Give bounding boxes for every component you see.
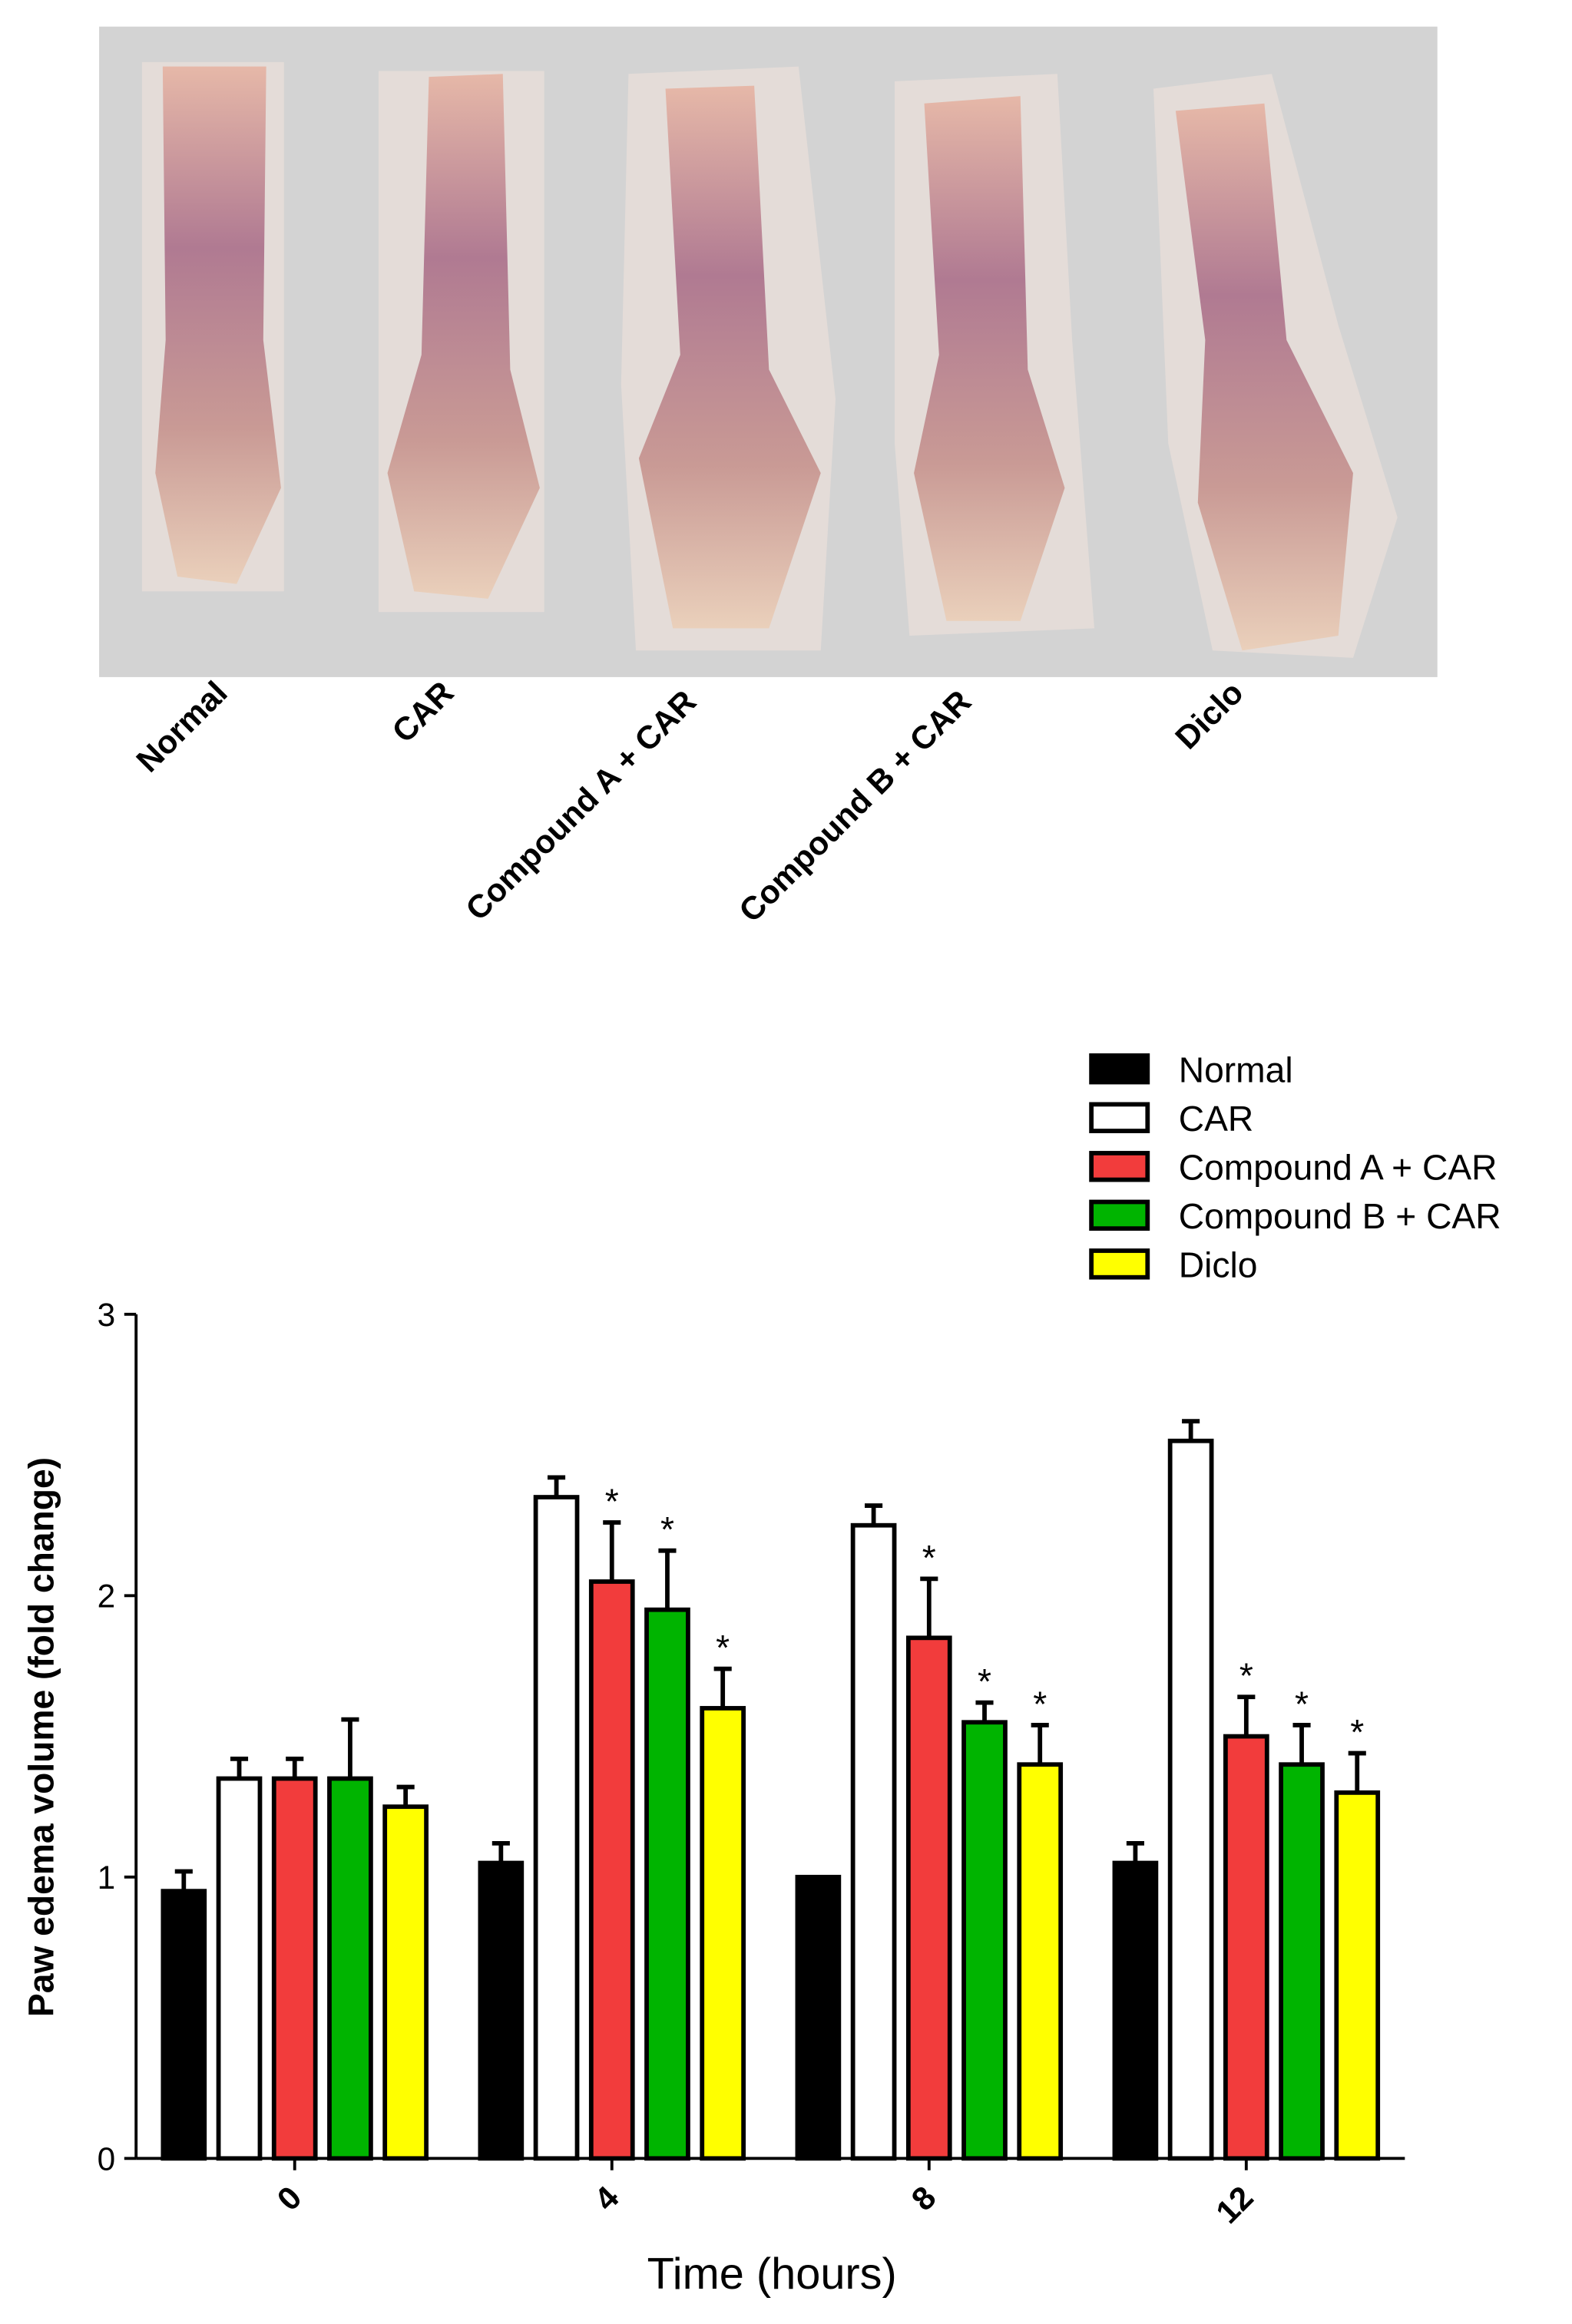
- bar: [1223, 1734, 1269, 2161]
- photo-label: Normal: [129, 674, 233, 779]
- y-tick-label: 3: [98, 1297, 116, 1333]
- x-tick-label: 12: [1209, 2179, 1260, 2230]
- photo-panel: [99, 26, 1438, 677]
- bar: [1167, 1438, 1214, 2161]
- bar: [271, 1776, 318, 2161]
- error-bar: [341, 1717, 359, 1779]
- y-tick-label: 2: [98, 1579, 116, 1615]
- significance-mark: *: [716, 1628, 730, 1668]
- y-tick-label: 0: [98, 2141, 116, 2177]
- legend-label: CAR: [1179, 1099, 1254, 1139]
- legend-swatch: [1089, 1151, 1150, 1182]
- photo-label: CAR: [385, 674, 460, 749]
- bar: [478, 1860, 525, 2161]
- bar: [588, 1579, 635, 2161]
- bar: [644, 1607, 690, 2161]
- error-bar: [1031, 1723, 1049, 1765]
- error-bar: [230, 1757, 249, 1779]
- legend-label: Normal: [1179, 1050, 1293, 1090]
- x-tick-label: 0: [270, 2179, 309, 2217]
- bar: [1279, 1762, 1325, 2161]
- y-tick-label: 1: [98, 1860, 116, 1896]
- significance-mark: *: [1033, 1684, 1047, 1724]
- error-bar: [603, 1520, 621, 1582]
- error-bar: [713, 1666, 732, 1708]
- significance-mark: *: [660, 1509, 674, 1549]
- bar: [795, 1874, 842, 2161]
- error-bar: [174, 1869, 193, 1892]
- error-bar: [548, 1475, 566, 1498]
- bar: [700, 1706, 746, 2161]
- bar: [327, 1776, 373, 2161]
- bar: [1334, 1790, 1381, 2161]
- error-bar: [1182, 1419, 1200, 1441]
- bar: [382, 1804, 429, 2161]
- photo-label: Compound B + CAR: [732, 683, 978, 929]
- error-bar: [491, 1840, 510, 1863]
- bar: [850, 1522, 897, 2161]
- bar: [905, 1635, 952, 2161]
- bar: [961, 1720, 1008, 2161]
- significance-mark: *: [1295, 1684, 1309, 1724]
- legend-swatch: [1089, 1053, 1150, 1085]
- paw: [638, 85, 821, 629]
- paw: [914, 96, 1065, 621]
- bar: [533, 1495, 580, 2161]
- bar: [216, 1776, 263, 2161]
- legend-swatch: [1089, 1199, 1150, 1231]
- x-tick-label: 4: [587, 2179, 626, 2217]
- paw: [155, 66, 281, 584]
- significance-mark: *: [1350, 1712, 1364, 1752]
- x-axis-label: Time (hours): [647, 2250, 897, 2299]
- y-axis-label: Paw edema volume (fold change): [21, 1457, 61, 2017]
- error-bar: [396, 1784, 415, 1807]
- x-tick-label: 8: [905, 2179, 943, 2217]
- significance-mark: *: [1239, 1656, 1253, 1696]
- error-bar: [1237, 1694, 1256, 1737]
- legend-swatch: [1089, 1248, 1150, 1280]
- photo-label: Diclo: [1168, 674, 1249, 755]
- error-bar: [658, 1548, 677, 1610]
- bar: [1017, 1762, 1064, 2161]
- bar: [1112, 1860, 1159, 2161]
- error-bar: [286, 1757, 304, 1779]
- legend-swatch: [1089, 1102, 1150, 1133]
- legend-label: Compound A + CAR: [1179, 1148, 1498, 1188]
- significance-mark: *: [605, 1481, 619, 1521]
- error-bar: [1126, 1840, 1144, 1863]
- paw: [1175, 103, 1353, 651]
- error-bar: [865, 1503, 883, 1526]
- significance-mark: *: [978, 1661, 991, 1701]
- error-bar: [920, 1576, 938, 1638]
- bar: [161, 1889, 207, 2161]
- paw: [387, 74, 540, 599]
- error-bar: [975, 1700, 994, 1723]
- photo-label: Compound A + CAR: [458, 683, 703, 927]
- significance-mark: *: [922, 1538, 936, 1578]
- legend-label: Compound B + CAR: [1179, 1196, 1501, 1236]
- legend-label: Diclo: [1179, 1245, 1258, 1285]
- error-bar: [1292, 1723, 1311, 1765]
- error-bar: [1348, 1750, 1366, 1793]
